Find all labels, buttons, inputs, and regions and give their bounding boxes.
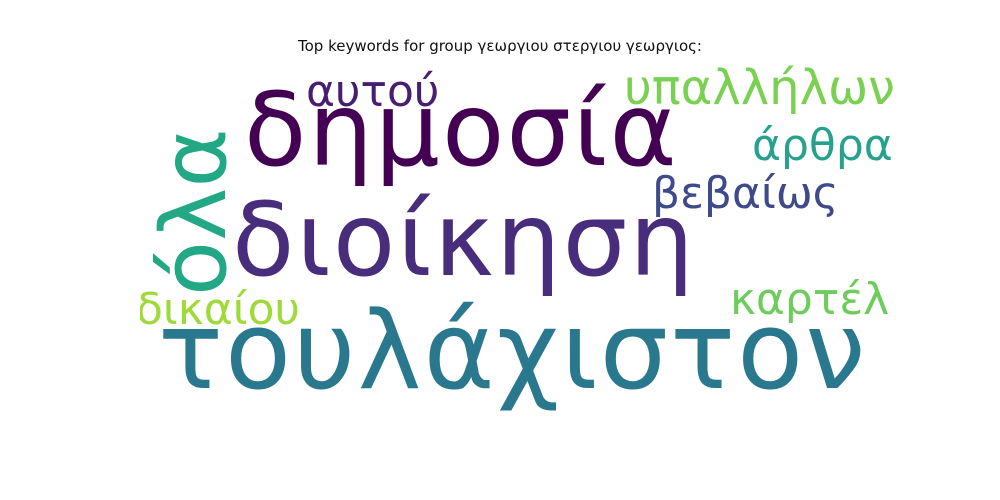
word-dikaiou: δικαίου	[140, 284, 301, 335]
word-aftou: αυτού	[306, 66, 440, 117]
word-cloud: τουλάχιστον διοίκηση δημοσία υπαλλήλων α…	[140, 60, 900, 440]
word-kartel: καρτέλ	[730, 274, 890, 325]
word-ola: όλα	[142, 128, 247, 296]
word-touláchiston: τουλάχιστον	[158, 289, 868, 414]
chart-title: Top keywords for group γεωργιου στεργιου…	[298, 37, 702, 55]
word-ypallilon: υπαλλήλων	[624, 60, 895, 116]
word-vevaios: βεβαίως	[652, 168, 839, 219]
word-arthra: άρθρα	[752, 120, 893, 171]
word-dimosia: δημοσία	[244, 71, 679, 190]
word-dioikisi: διοίκηση	[232, 181, 696, 300]
